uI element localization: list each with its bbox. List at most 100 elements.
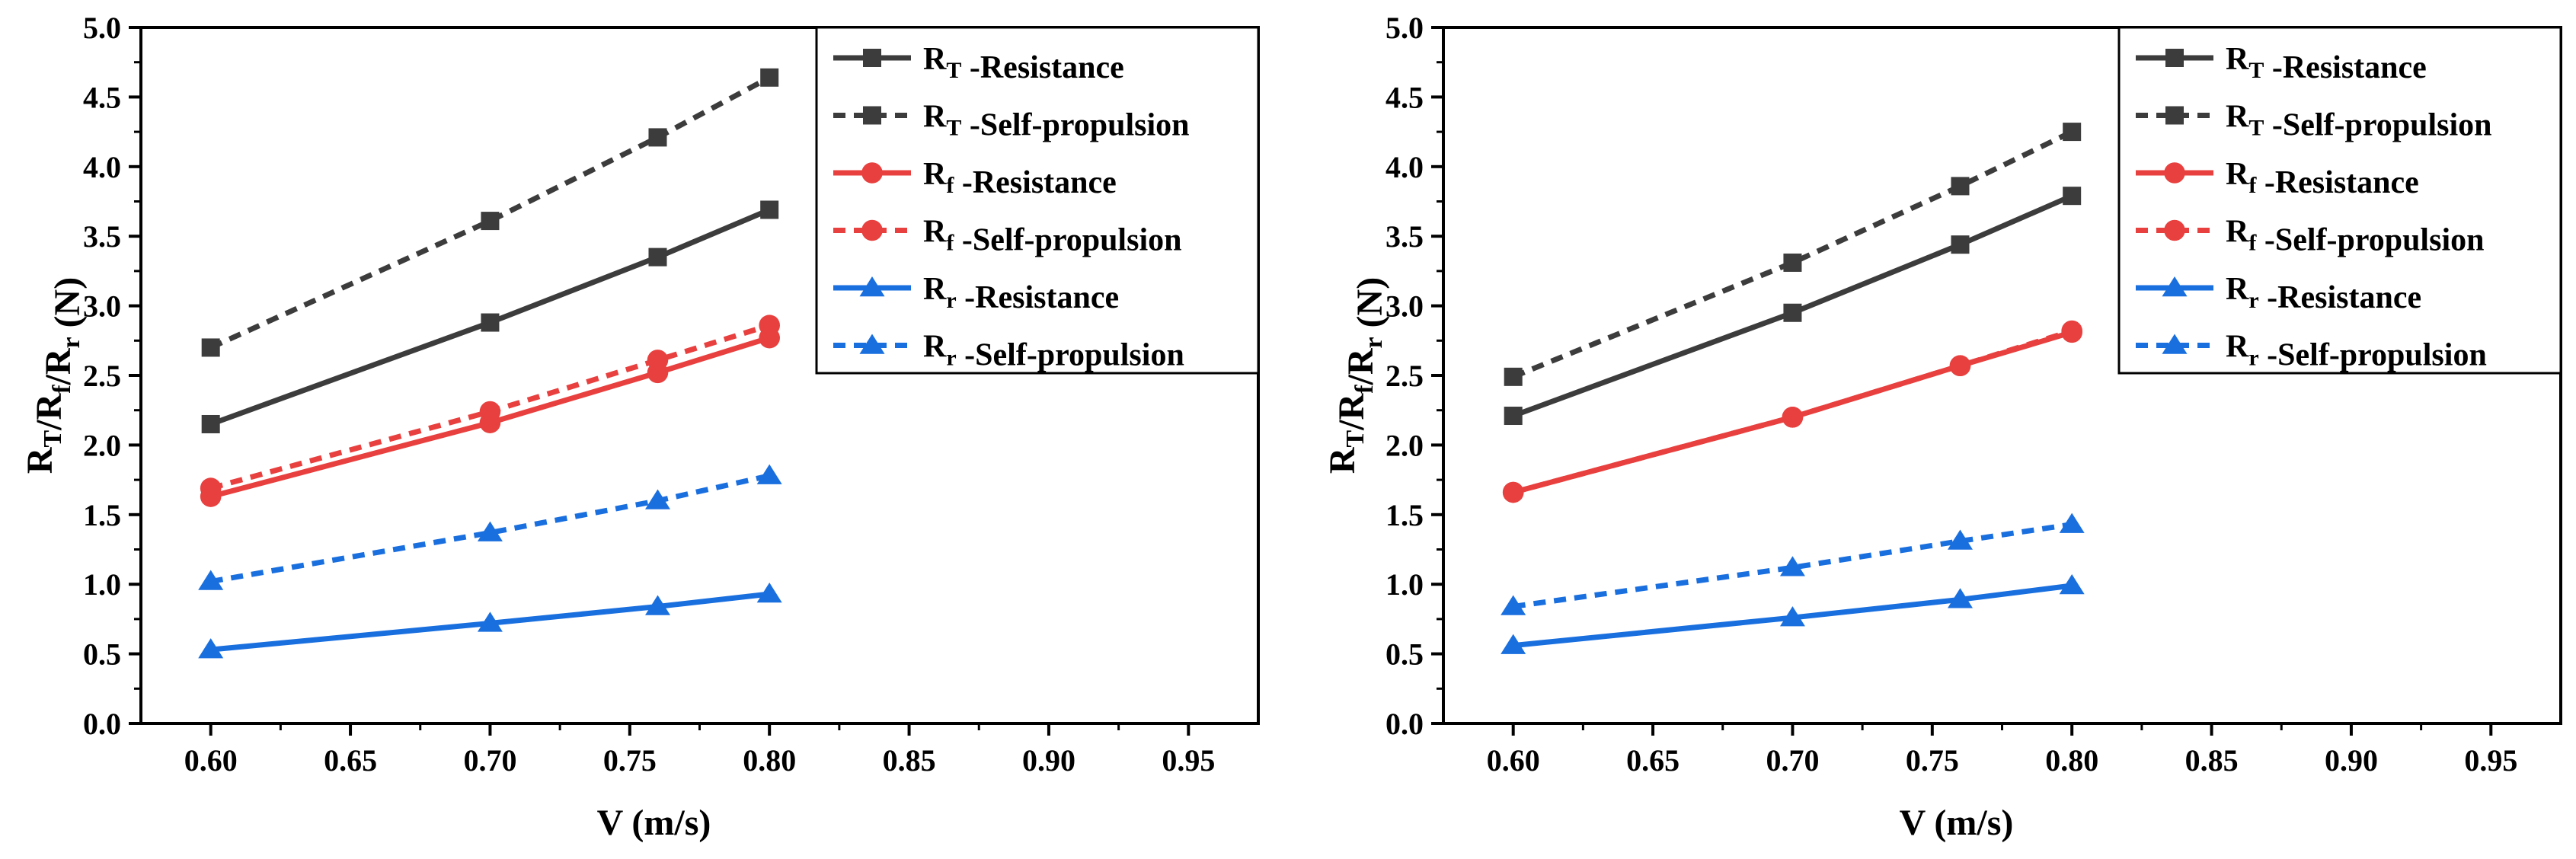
legend-label-name: -Self-propulsion [957,338,1184,373]
data-point [1951,235,1970,254]
data-point [644,595,670,615]
data-point [1779,606,1805,627]
series-2 [201,68,779,357]
data-point [477,521,503,541]
data-point [1501,634,1526,654]
legend-label-name: -Resistance [957,280,1119,315]
text-subscript: r [2248,288,2258,313]
data-point [1501,595,1526,615]
legend-label: RT -Self-propulsion [2226,100,2492,143]
y-tick-label: 4.0 [83,150,121,184]
legend-label: Rf -Resistance [923,157,1117,200]
data-point [759,315,780,336]
text-subscript: r [2248,346,2258,371]
text-subscript: r [1360,337,1388,348]
legend-label: Rf -Resistance [2226,157,2419,200]
data-point [481,212,500,231]
data-point [2061,320,2082,342]
legend-label: Rr -Resistance [2226,272,2421,315]
legend-label-name: -Self-propulsion [961,108,1189,143]
text-part: R [923,42,947,77]
y-axis-title: RT/Rf/Rr (N) [1322,277,1390,474]
y-tick-label: 1.5 [1385,498,1424,532]
legend-label-name: -Self-propulsion [2259,338,2487,373]
y-tick-label: 5.0 [83,11,121,45]
text-part: R [923,330,947,365]
text-part: R [923,272,947,307]
data-point [1504,367,1523,386]
x-tick-label: 0.85 [2185,743,2239,778]
legend-box [2117,26,2562,375]
y-tick-label: 0.0 [83,707,121,741]
data-point [2063,123,2082,142]
series-line [1512,129,2073,380]
series-line [1512,193,2073,419]
y-tick-label: 0.5 [1385,637,1424,672]
x-tick-label: 0.70 [1766,743,1819,778]
series-5 [198,582,782,659]
data-point [760,200,779,219]
data-point [198,638,224,659]
y-tick-label: 0.5 [83,637,121,672]
text-subscript: T [1341,430,1369,448]
data-point [1951,177,1970,196]
text-part: R [2226,42,2249,77]
legend-label: Rr -Resistance [923,272,1119,315]
legend-label-name: -Resistance [961,50,1123,85]
text-part: /R [1331,393,1372,431]
text-subscript: T [946,116,961,141]
series-line [209,207,771,427]
legend-marker [859,276,885,297]
y-tick-label: 4.5 [1385,80,1424,114]
data-point [756,464,782,484]
data-point [760,68,779,87]
legend-label: RT -Resistance [923,42,1124,85]
text-subscript: f [1350,385,1379,394]
legend-marker [861,162,883,184]
y-tick-label: 2.5 [1385,359,1424,393]
legend-marker [861,219,883,241]
y-tick-label: 2.0 [1385,428,1424,462]
legend-label-name: -Self-propulsion [954,223,1181,258]
data-point [644,489,670,509]
data-point [1779,556,1805,576]
series-line [209,75,771,350]
data-point [477,612,503,632]
legend-marker [2164,162,2185,184]
series-6 [1501,513,2085,615]
text-part: R [2226,330,2249,365]
y-tick-label: 3.5 [1385,219,1424,254]
data-point [200,477,222,499]
text-part: /R [38,347,78,385]
data-point [481,313,500,332]
data-point [2063,187,2082,206]
x-tick-label: 0.60 [184,743,238,778]
text-part: R [2226,272,2249,307]
text-subscript: T [39,430,67,448]
text-part: R [923,157,947,192]
series-6 [198,464,782,590]
data-point [198,570,224,590]
text-subscript: T [2248,58,2264,83]
x-axis-title: V (m/s) [1900,803,2014,843]
legend-label: Rf -Self-propulsion [923,215,1181,258]
series-line [209,335,771,500]
chart-panel-1: 0.0 0.5 1.0 1.5 2.0 2.5 3.0 3.5 4.0 4.5 5.0 0.60 0.6… [20,11,1260,843]
data-point [1947,588,1973,608]
text-part: R [2226,100,2249,135]
y-tick-label: 1.0 [83,567,121,602]
text-part: R [923,100,947,135]
text-subscript: T [946,58,961,83]
x-tick-label: 0.75 [1906,743,1959,778]
legend-label: Rr -Self-propulsion [2226,330,2487,373]
data-point [2059,513,2085,533]
data-point [648,128,667,147]
y-tick-label: 0.0 [1385,707,1424,741]
data-point [647,350,669,371]
x-tick-label: 0.65 [324,743,377,778]
series-5 [1501,574,2085,654]
data-point [479,401,501,423]
